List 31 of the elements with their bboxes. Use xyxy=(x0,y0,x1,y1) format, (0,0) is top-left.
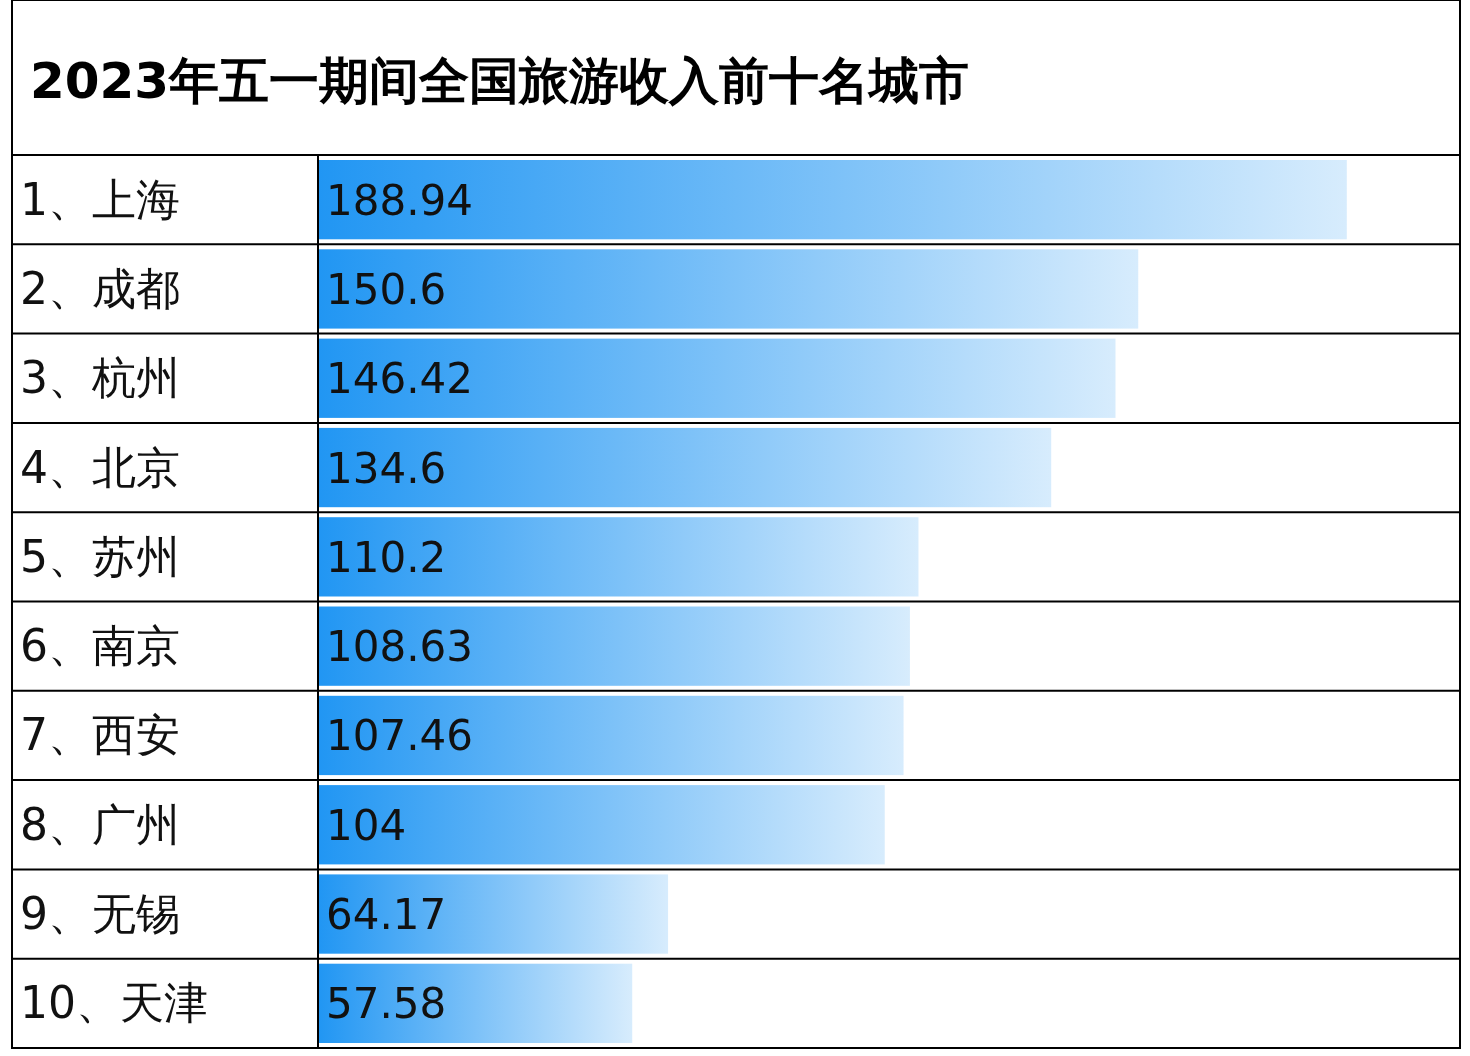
bar xyxy=(319,249,1139,329)
bar xyxy=(319,427,1052,508)
y-tick-label: 6、南京 xyxy=(20,620,180,672)
y-tick-label: 10、天津 xyxy=(20,977,208,1029)
bar xyxy=(319,606,910,686)
data-label: 150.6 xyxy=(326,264,447,314)
y-tick-label: 9、无锡 xyxy=(20,888,180,940)
data-label: 104 xyxy=(326,800,407,850)
y-tick-label: 7、西安 xyxy=(20,709,180,761)
data-label: 57.58 xyxy=(326,979,447,1029)
data-label: 108.63 xyxy=(326,622,473,672)
y-tick-label: 2、成都 xyxy=(20,262,180,314)
y-tick-label: 8、广州 xyxy=(20,798,180,850)
y-tick-label: 3、杭州 xyxy=(20,352,180,404)
data-label: 64.17 xyxy=(326,890,447,940)
y-tick-label: 4、北京 xyxy=(20,441,180,493)
chart-title: 2023年五一期间全国旅游收入前十名城市 xyxy=(30,52,970,110)
bar xyxy=(319,160,1347,240)
data-label: 110.2 xyxy=(326,532,447,582)
bar xyxy=(319,338,1116,418)
y-tick-label: 1、上海 xyxy=(20,173,180,225)
bar xyxy=(319,517,919,597)
bar xyxy=(319,785,885,865)
bar xyxy=(319,963,633,1043)
bar xyxy=(319,874,669,954)
data-label: 134.6 xyxy=(326,443,447,493)
data-label: 107.46 xyxy=(326,711,473,761)
bar xyxy=(319,695,904,776)
data-label: 188.94 xyxy=(326,175,473,225)
data-label: 146.42 xyxy=(326,354,473,404)
y-tick-label: 5、苏州 xyxy=(20,530,180,582)
